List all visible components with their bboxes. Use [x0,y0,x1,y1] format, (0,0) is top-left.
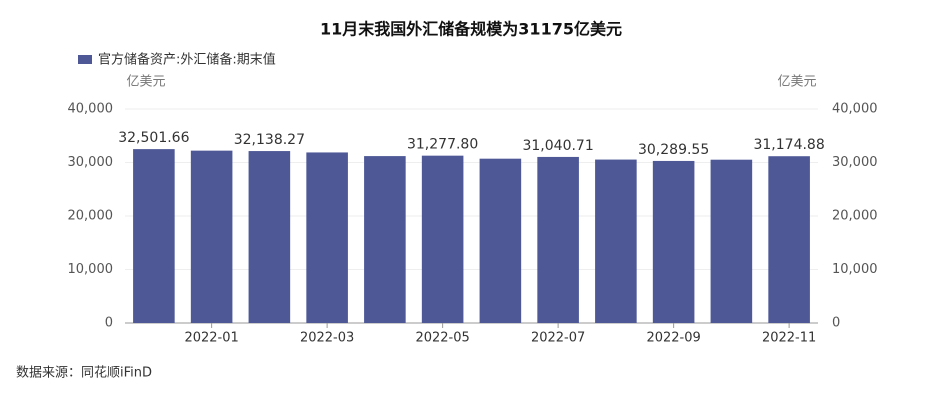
bar [364,156,406,323]
y-tick-label: 0 [105,316,113,331]
y2-tick-label: 30,000 [832,155,878,170]
value-label: 32,501.66 [118,130,189,146]
legend-swatch [78,55,92,64]
value-label: 30,289.55 [638,142,709,158]
y2-tick-label: 20,000 [832,209,878,224]
bar [595,159,637,323]
x-tick-label: 2022-05 [415,331,469,346]
x-tick-label: 2022-07 [531,331,585,346]
bar [710,159,753,323]
bar [306,152,348,323]
source-note: 数据来源：同花顺iFinD [16,365,152,381]
value-label: 31,040.71 [522,138,593,154]
x-tick-label: 2022-11 [762,331,816,346]
y-tick-label: 40,000 [68,102,114,117]
bar [768,156,810,323]
y-tick-label: 20,000 [68,209,114,224]
y2-tick-label: 40,000 [832,102,878,117]
bar [133,149,175,323]
bar [479,158,522,323]
bar [537,156,579,323]
bar [190,150,233,323]
y-axis-title: 亿美元 [126,75,165,90]
y2-tick-label: 0 [832,316,840,331]
x-tick-label: 2022-03 [300,331,354,346]
chart-title: 11月末我国外汇储备规模为31175亿美元 [320,20,622,39]
y2-tick-label: 10,000 [832,262,878,277]
x-tick-label: 2022-09 [646,331,700,346]
bar [421,155,464,323]
y-tick-label: 30,000 [68,155,114,170]
legend-label[interactable]: 官方储备资产:外汇储备:期末值 [98,52,276,68]
y-tick-label: 10,000 [68,262,114,277]
bar [652,160,695,323]
value-label: 31,174.88 [753,137,824,153]
bar [248,151,291,323]
y2-axis-title: 亿美元 [777,75,816,90]
value-label: 32,138.27 [234,132,305,148]
x-tick-label: 2022-01 [184,331,238,346]
value-label: 31,277.80 [407,137,478,153]
